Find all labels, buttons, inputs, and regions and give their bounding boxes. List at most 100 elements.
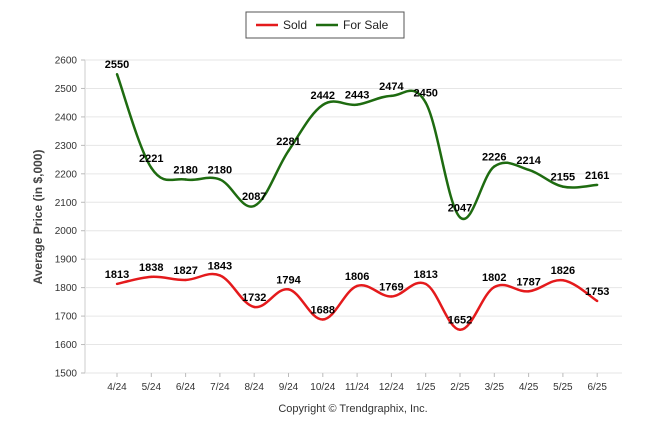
y-tick-label-2100: 2100 (55, 198, 78, 209)
x-tick-label-12-24: 12/24 (379, 382, 404, 393)
grid-lines (81, 59, 622, 377)
data-point-sold-11 (493, 285, 496, 289)
data-label-for-sale-11: 2226 (482, 151, 506, 163)
data-label-sold-12: 1787 (516, 276, 540, 288)
x-tick-label-4-24: 4/24 (107, 382, 127, 393)
data-label-sold-8: 1769 (379, 281, 403, 293)
plot-frame (84, 60, 622, 374)
data-label-for-sale-2: 2180 (173, 165, 197, 177)
y-tick-label-1900: 1900 (55, 255, 78, 266)
x-tick-label-9-24: 9/24 (279, 382, 299, 393)
data-point-sold-10 (458, 328, 462, 331)
legend-label-for-sale: For Sale (343, 18, 389, 32)
x-tick-label-5-24: 5/24 (142, 382, 162, 393)
data-point-sold-13 (561, 279, 565, 282)
y-tick-label-1700: 1700 (55, 312, 78, 323)
data-point-for-sale-8 (390, 94, 393, 98)
data-point-for-sale-0 (115, 73, 119, 76)
data-label-for-sale-13: 2155 (551, 172, 575, 184)
x-tick-label-2-25: 2/25 (450, 382, 470, 393)
data-label-for-sale-9: 2450 (413, 88, 437, 100)
data-point-for-sale-14 (596, 183, 599, 187)
series-layer (115, 73, 599, 331)
x-tick-label-11-24: 11/24 (345, 382, 370, 393)
y-tick-label-2500: 2500 (55, 84, 78, 95)
data-point-sold-7 (355, 284, 359, 288)
data-point-for-sale-4 (253, 204, 256, 208)
x-tick-label-8-24: 8/24 (244, 382, 264, 393)
data-point-sold-8 (390, 295, 393, 298)
legend: Sold For Sale (245, 11, 405, 39)
y-tick-label-2300: 2300 (55, 141, 78, 152)
data-label-for-sale-6: 2442 (311, 90, 335, 102)
y-tick-label-2200: 2200 (55, 169, 78, 180)
x-tick-label-6-25: 6/25 (587, 382, 607, 393)
y-tick-label-2600: 2600 (55, 56, 78, 67)
y-tick-label-2000: 2000 (55, 226, 78, 237)
data-point-for-sale-7 (355, 103, 359, 106)
data-point-for-sale-13 (561, 185, 565, 188)
data-point-for-sale-6 (321, 103, 324, 107)
data-point-sold-4 (253, 305, 256, 309)
data-label-for-sale-5: 2281 (276, 136, 300, 148)
x-tick-label-4-25: 4/25 (519, 382, 539, 393)
data-point-sold-12 (527, 290, 530, 293)
x-tick-label-3-25: 3/25 (485, 382, 505, 393)
data-label-sold-4: 1732 (242, 292, 266, 304)
y-tick-label-1800: 1800 (55, 283, 78, 294)
data-label-sold-10: 1652 (448, 315, 472, 327)
x-tick-label-5-25: 5/25 (553, 382, 573, 393)
data-point-for-sale-10 (458, 216, 462, 219)
y-axis-title: Average Price (in $,000) (31, 150, 45, 285)
data-label-sold-9: 1813 (413, 269, 437, 281)
copyright-text: Copyright © Trendgraphix, Inc. (278, 403, 427, 415)
data-label-for-sale-14: 2161 (585, 170, 609, 182)
data-label-for-sale-3: 2180 (208, 165, 232, 177)
data-label-sold-13: 1826 (551, 265, 575, 277)
data-label-for-sale-12: 2214 (516, 155, 541, 167)
data-point-sold-3 (218, 274, 222, 277)
data-point-for-sale-9 (424, 101, 427, 104)
data-point-sold-1 (150, 275, 153, 279)
data-point-sold-5 (287, 288, 290, 291)
data-point-sold-14 (596, 299, 599, 303)
data-label-for-sale-8: 2474 (379, 81, 404, 93)
data-label-for-sale-1: 2221 (139, 153, 163, 165)
data-label-for-sale-7: 2443 (345, 90, 369, 102)
x-tick-label-10-24: 10/24 (310, 382, 335, 393)
data-label-sold-2: 1827 (173, 265, 197, 277)
data-label-sold-14: 1753 (585, 286, 609, 298)
legend-label-sold: Sold (283, 18, 307, 32)
data-label-sold-1: 1838 (139, 262, 163, 274)
data-point-for-sale-3 (218, 178, 222, 181)
data-point-for-sale-11 (493, 165, 496, 168)
data-point-sold-2 (184, 278, 187, 282)
data-label-sold-6: 1688 (311, 305, 335, 317)
data-point-sold-6 (321, 318, 324, 321)
plot-area (85, 60, 622, 373)
data-point-for-sale-2 (184, 178, 187, 181)
data-label-for-sale-4: 2087 (242, 191, 266, 203)
data-point-for-sale-1 (150, 166, 153, 170)
x-tick-label-1-25: 1/25 (416, 382, 436, 393)
y-tick-label-1500: 1500 (55, 369, 78, 380)
data-point-sold-0 (115, 282, 119, 286)
data-label-for-sale-0: 2550 (105, 59, 129, 71)
data-point-sold-9 (424, 282, 427, 286)
data-label-sold-11: 1802 (482, 272, 506, 284)
x-tick-label-6-24: 6/24 (176, 382, 196, 393)
data-label-sold-5: 1794 (276, 274, 301, 286)
x-tick-label-7-24: 7/24 (210, 382, 230, 393)
data-label-sold-7: 1806 (345, 271, 369, 283)
data-point-for-sale-5 (287, 149, 290, 152)
data-label-sold-0: 1813 (105, 269, 129, 281)
y-tick-label-2400: 2400 (55, 112, 78, 123)
y-tick-label-1600: 1600 (55, 340, 78, 351)
x-tick-labels: 4/24 5/24 6/24 7/24 8/24 9/24 10/24 11/24 12/24 1… (107, 382, 607, 393)
data-point-for-sale-12 (527, 168, 530, 172)
data-labels-layer: 1813 1838 1827 1843 1732 1794 1688 1806 1769 1813… (105, 59, 610, 327)
y-tick-labels: 1500 1600 1700 1800 1900 2000 2100 2200 2300 2400… (55, 56, 78, 380)
data-label-for-sale-10: 2047 (448, 202, 472, 214)
